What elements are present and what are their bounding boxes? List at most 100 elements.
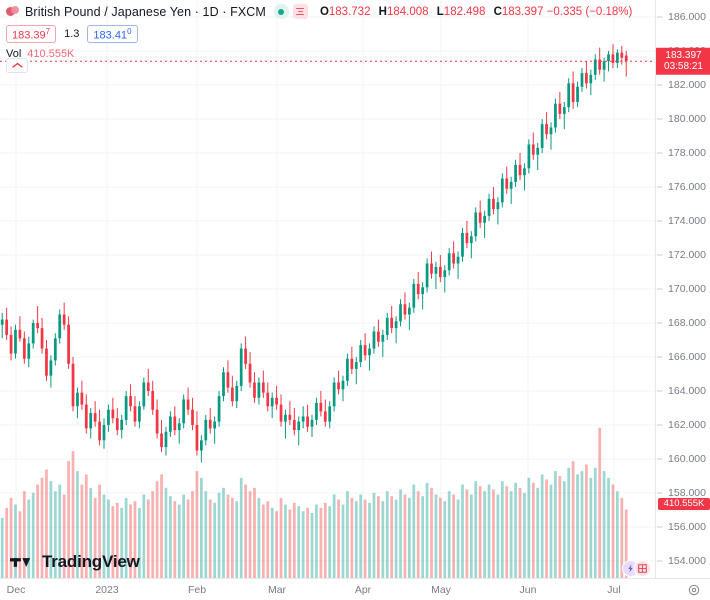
- price-tick-dash: [657, 424, 662, 426]
- candle-body: [452, 253, 455, 264]
- bar-countdown: 03:58:21: [664, 61, 703, 72]
- candle-body: [416, 283, 420, 295]
- volume-bar: [217, 492, 221, 578]
- volume-bar: [53, 491, 57, 578]
- price-tick-dash: [657, 458, 662, 460]
- candle-body: [523, 168, 526, 176]
- ask-price-sup: 0: [127, 26, 132, 36]
- volume-bar: [403, 494, 407, 578]
- ask-price-box[interactable]: 183.410: [87, 24, 138, 44]
- volume-bar: [124, 497, 128, 578]
- candle-body: [9, 334, 13, 354]
- volume-bar: [341, 504, 345, 578]
- volume-bar: [483, 491, 486, 578]
- price-axis[interactable]: 186.000184.000182.000180.000178.000176.0…: [655, 0, 710, 578]
- candle-body: [204, 419, 208, 441]
- symbol-title[interactable]: British Pound / Japanese Yen · 1D · FXCM: [25, 4, 266, 19]
- volume-bar: [306, 507, 309, 578]
- collapse-chevron-icon[interactable]: [6, 58, 28, 73]
- current-price-tag[interactable]: 183.397 03:58:21: [656, 48, 710, 75]
- candle-body: [518, 164, 522, 176]
- volume-bar: [45, 469, 48, 578]
- time-tick-label: Jun: [519, 584, 537, 596]
- candle-body: [53, 338, 57, 361]
- market-open-dot-icon[interactable]: [273, 4, 289, 19]
- volume-bar: [323, 502, 327, 578]
- volume-value: 410.555K: [27, 48, 75, 60]
- price-tick-label: 170.000: [668, 283, 706, 295]
- candle-body: [58, 314, 62, 339]
- spread-value: 1.3: [64, 28, 80, 40]
- chart-style-icon[interactable]: [292, 4, 308, 19]
- time-tick-label: Mar: [267, 584, 287, 596]
- candle-body: [505, 178, 509, 189]
- price-tick-dash: [657, 16, 662, 18]
- volume-bar: [576, 474, 579, 578]
- candle-body: [337, 382, 340, 390]
- volume-bar: [328, 506, 332, 578]
- volume-bar: [359, 494, 363, 578]
- volume-bar: [284, 504, 287, 578]
- volume-bar: [478, 486, 482, 578]
- volume-value-tag[interactable]: 410.555K: [658, 498, 710, 510]
- volume-bar: [14, 504, 17, 578]
- volume-bar: [146, 499, 150, 578]
- volume-bar: [133, 501, 137, 578]
- volume-bar: [412, 484, 416, 578]
- bid-price: 183.39: [12, 29, 46, 42]
- candle-body: [93, 413, 97, 422]
- time-axis[interactable]: Dec 2023 Feb Mar Apr May Jun Jul: [0, 578, 710, 600]
- candle-body: [146, 382, 150, 391]
- volume-bar: [447, 491, 451, 578]
- candle-body: [195, 425, 199, 451]
- volume-bar: [253, 487, 256, 578]
- price-tick-dash: [657, 560, 662, 562]
- candle-body: [500, 178, 504, 203]
- candle-body: [98, 421, 101, 441]
- candle-body: [84, 404, 88, 429]
- bid-price-box[interactable]: 183.397: [6, 24, 57, 44]
- volume-bar: [292, 502, 296, 578]
- candle-body: [133, 406, 137, 422]
- grid-layout-badge[interactable]: [634, 560, 651, 577]
- volume-bar: [191, 491, 194, 578]
- candle-body: [124, 396, 128, 420]
- candle-body: [474, 212, 478, 237]
- volume-bar: [177, 504, 181, 578]
- current-price-value: 183.397: [665, 49, 702, 61]
- price-tick-label: 178.000: [668, 147, 706, 159]
- volume-bar: [487, 484, 491, 578]
- volume-bar: [408, 497, 411, 578]
- tradingview-logo-icon: [10, 557, 31, 567]
- candle-body: [288, 414, 292, 420]
- volume-bar: [155, 481, 159, 578]
- volume-bar: [461, 484, 464, 578]
- volume-bar: [208, 499, 212, 578]
- candle-body: [611, 54, 615, 63]
- candle-body: [142, 382, 146, 407]
- volume-bar: [279, 497, 283, 578]
- price-tick-label: 158.000: [668, 487, 706, 499]
- candle-body: [186, 399, 190, 410]
- volume-bar: [354, 501, 358, 578]
- volume-bar: [554, 471, 557, 578]
- candle-body: [200, 440, 203, 451]
- candle-body: [438, 266, 442, 278]
- candle-body: [151, 391, 155, 410]
- volume-bar: [27, 499, 31, 578]
- ohlc-values: O183.732 H184.008 L182.498 C183.397 −0.3…: [320, 6, 632, 18]
- time-tick-label: Dec: [6, 584, 26, 596]
- candle-body: [554, 103, 557, 128]
- candle-body: [115, 418, 119, 431]
- volume-bar: [222, 487, 225, 578]
- chart-plot-area[interactable]: [0, 0, 655, 578]
- floating-badges[interactable]: [622, 560, 651, 577]
- candle-body: [14, 329, 17, 354]
- candle-body: [607, 54, 610, 62]
- candle-body: [602, 61, 606, 70]
- price-tick-dash: [657, 84, 662, 86]
- candle-body: [40, 328, 44, 349]
- price-tick-dash: [657, 118, 662, 120]
- chart-settings-icon[interactable]: [688, 584, 700, 596]
- volume-bar: [36, 484, 39, 578]
